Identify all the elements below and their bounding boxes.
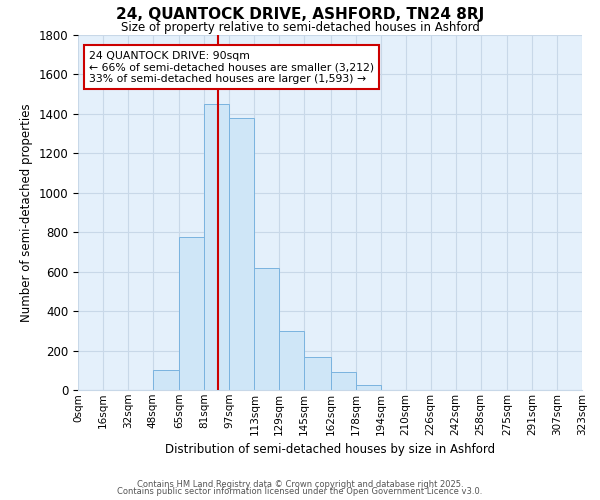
Bar <box>205 104 229 390</box>
Bar <box>179 237 205 390</box>
Bar <box>254 268 279 390</box>
Bar <box>279 331 304 390</box>
Bar <box>356 385 381 390</box>
Text: Contains HM Land Registry data © Crown copyright and database right 2025.: Contains HM Land Registry data © Crown c… <box>137 480 463 489</box>
Text: 24 QUANTOCK DRIVE: 90sqm
← 66% of semi-detached houses are smaller (3,212)
33% o: 24 QUANTOCK DRIVE: 90sqm ← 66% of semi-d… <box>89 51 374 84</box>
X-axis label: Distribution of semi-detached houses by size in Ashford: Distribution of semi-detached houses by … <box>165 443 495 456</box>
Text: Contains public sector information licensed under the Open Government Licence v3: Contains public sector information licen… <box>118 488 482 496</box>
Text: 24, QUANTOCK DRIVE, ASHFORD, TN24 8RJ: 24, QUANTOCK DRIVE, ASHFORD, TN24 8RJ <box>116 8 484 22</box>
Y-axis label: Number of semi-detached properties: Number of semi-detached properties <box>20 103 33 322</box>
Bar <box>304 358 331 390</box>
Bar <box>331 372 356 390</box>
Bar <box>229 118 254 390</box>
Bar <box>153 370 179 390</box>
Text: Size of property relative to semi-detached houses in Ashford: Size of property relative to semi-detach… <box>121 21 479 34</box>
